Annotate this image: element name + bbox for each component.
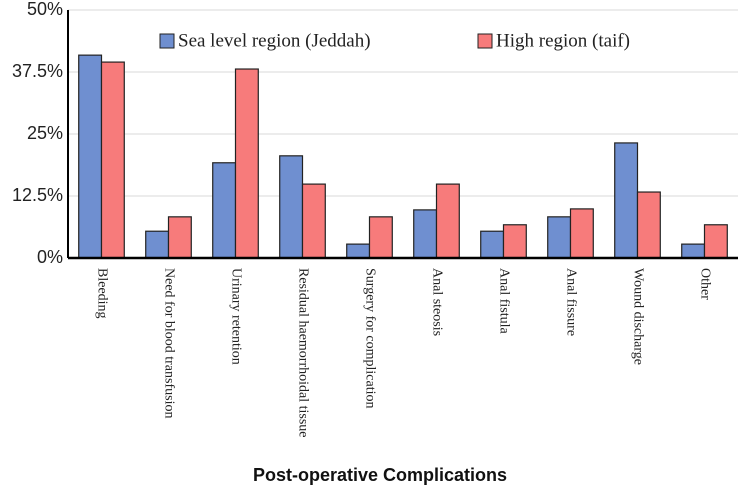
y-tick-label: 0% [37, 247, 63, 267]
bar [547, 216, 572, 259]
x-tick-label: Wound discharge [630, 268, 645, 365]
x-axis-label: Post-operative Complications [253, 465, 507, 485]
bar [636, 191, 661, 259]
legend-swatch [159, 33, 175, 49]
x-tick-label: Surgery for complication [362, 268, 377, 409]
bar [413, 209, 438, 259]
x-tick-label: Anal fistula [496, 268, 511, 334]
y-tick-label: 25% [27, 123, 63, 143]
bar [100, 61, 125, 259]
x-tick-label: Urinary retention [228, 268, 243, 365]
legend-label: High region (taif) [496, 30, 630, 51]
bar [502, 224, 527, 259]
bar [212, 162, 237, 259]
bar [480, 230, 505, 259]
bar [569, 208, 594, 259]
legend-label: Sea level region (Jeddah) [178, 30, 371, 51]
x-tick-label: Bleeding [94, 268, 109, 319]
bar [368, 216, 393, 259]
bar [145, 230, 170, 259]
x-tick-label: Need for blood transfusion [161, 268, 176, 418]
bar [435, 183, 460, 259]
x-tick-label: Residual haemorrhoidal tissue [295, 268, 310, 438]
x-tick-label: Anal fissure [563, 268, 578, 336]
bar [614, 142, 639, 259]
bar [681, 243, 706, 259]
y-tick-label: 12.5% [12, 185, 63, 205]
bar [346, 243, 371, 259]
bar [78, 54, 103, 259]
bar [167, 216, 192, 259]
legend-swatch [477, 33, 493, 49]
bar [234, 68, 259, 259]
bar [279, 155, 304, 259]
bar [301, 183, 326, 259]
y-tick-label: 50% [27, 0, 63, 19]
x-tick-label: Other [697, 268, 712, 300]
x-tick-label: Anal steosis [429, 268, 444, 336]
bar [703, 224, 728, 259]
y-tick-label: 37.5% [12, 61, 63, 81]
